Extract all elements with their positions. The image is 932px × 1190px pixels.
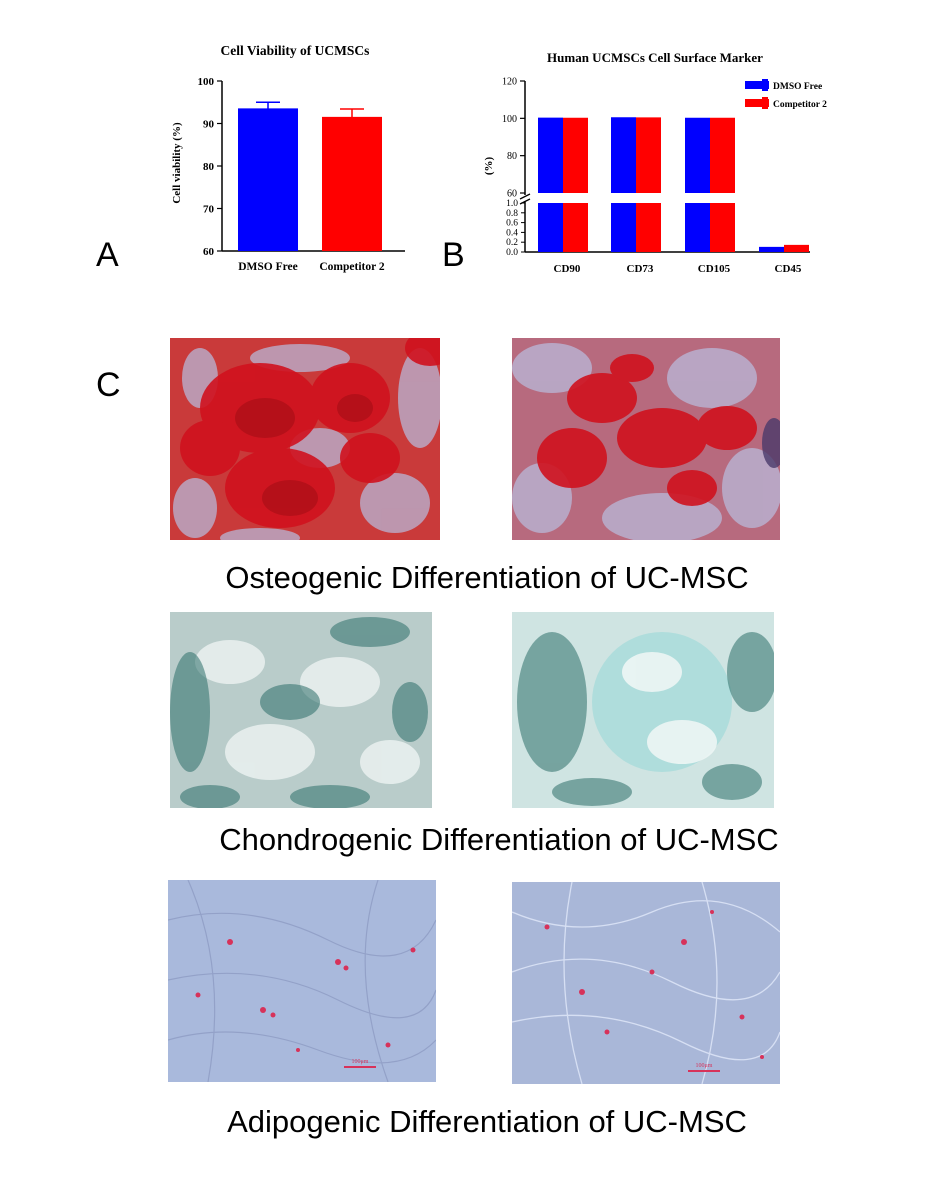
bar [238,109,298,252]
osteogenic-image-competitor-2 [512,338,780,540]
adipogenic-image-dmso-free: 100μm [168,880,436,1082]
bar-lower [685,203,710,252]
panel-label-c: C [96,366,121,404]
y-tick-label: 100 [198,76,215,88]
chondrogenic-caption: Chondrogenic Differentiation of UC-MSC [219,822,779,857]
axis-break-mark [519,193,531,200]
y-tick-label: 0.0 [506,248,518,258]
osteogenic-caption: Osteogenic Differentiation of UC-MSC [225,560,749,595]
bar-lower [636,203,661,252]
chondrogenic-image-dmso-free [170,612,432,808]
scale-bar-label: 100μm [696,1063,713,1069]
bar-upper [685,119,710,193]
x-tick-label: CD105 [698,263,731,275]
bar-upper [563,119,588,193]
x-tick-label: CD73 [627,263,654,275]
bar-upper [710,119,735,193]
bar-upper [611,118,636,193]
bar [759,248,784,252]
y-tick-label: 100 [502,114,517,125]
y-tick-label: 60 [507,189,517,200]
adipogenic-image-competitor-2: 100μm [512,882,780,1084]
y-tick-label: 80 [507,151,517,162]
legend-label: DMSO Free [773,82,822,92]
chart-title: Human UCMSCs Cell Surface Marker [547,50,763,65]
bar [322,118,382,252]
y-tick-label: 1.0 [506,199,518,209]
legend-swatch-cap [762,97,768,109]
bar-lower [611,203,636,252]
x-tick-label: DMSO Free [238,261,298,273]
x-tick-label: Competitor 2 [319,261,385,273]
legend-label: Competitor 2 [773,100,827,110]
osteogenic-image-dmso-free [170,338,440,540]
bar-upper [538,119,563,193]
y-tick-label: 0.2 [506,238,518,248]
legend-swatch-cap [762,79,768,91]
y-axis-label: Cell viability (%) [171,122,183,204]
bar-lower [563,203,588,252]
bar-lower [538,203,563,252]
y-tick-label: 120 [502,77,517,88]
bar-upper [636,118,661,193]
panel-label-a: A [96,236,119,274]
chart-title: Cell Viability of UCMSCs [221,43,370,58]
legend-swatch [745,81,769,89]
y-tick-label: 0.6 [506,219,518,229]
legend-swatch [745,99,769,107]
x-tick-label: CD45 [775,263,802,275]
y-axis-label: (%) [483,157,495,176]
bar-lower [710,203,735,252]
cell-viability-chart: Cell Viability of UCMSCs Cell viability … [171,43,405,273]
y-tick-label: 90 [203,119,215,131]
chondrogenic-image-competitor-2 [512,612,774,808]
scale-bar-label: 100μm [352,1059,369,1065]
panel-label-b: B [442,236,465,274]
y-tick-label: 60 [203,246,215,258]
y-tick-label: 0.8 [506,209,518,219]
y-tick-label: 0.4 [506,228,518,238]
adipogenic-caption: Adipogenic Differentiation of UC-MSC [227,1104,747,1139]
x-tick-label: CD90 [554,263,581,275]
y-tick-label: 80 [203,161,215,173]
y-tick-label: 70 [203,204,215,216]
surface-marker-chart: Human UCMSCs Cell Surface Marker (%) 60 8… [483,50,827,275]
bar [784,246,809,252]
